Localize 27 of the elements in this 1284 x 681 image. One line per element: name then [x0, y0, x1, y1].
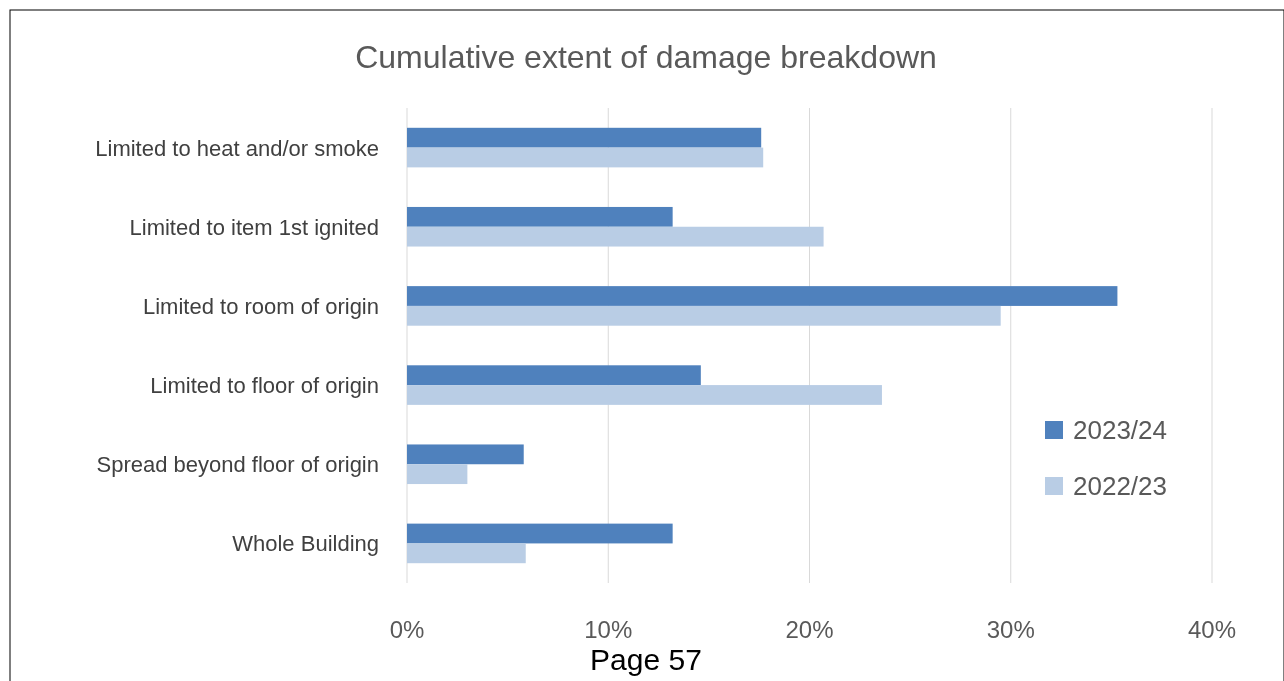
- bar: [407, 226, 824, 247]
- x-tick-label: 10%: [584, 616, 633, 643]
- y-tick-label: Spread beyond floor of origin: [96, 452, 379, 478]
- bar: [407, 464, 468, 485]
- x-tick-label: 40%: [1187, 616, 1237, 643]
- y-tick-label: Limited to room of origin: [143, 293, 379, 319]
- bar: [407, 127, 762, 148]
- y-tick-label: Limited to item 1st ignited: [129, 214, 379, 240]
- bar: [407, 147, 764, 168]
- y-tick-label: Limited to floor of origin: [150, 373, 379, 399]
- bar: [407, 543, 526, 564]
- y-tick-label: Limited to heat and/or smoke: [95, 135, 379, 161]
- x-tick-label: 0%: [389, 616, 425, 643]
- bar: [407, 444, 524, 465]
- bar: [407, 385, 882, 405]
- bar: [407, 286, 1118, 306]
- text: Page 57: [590, 643, 702, 676]
- x-tick-label: 30%: [986, 616, 1035, 643]
- legend-label: 2023/24: [1073, 415, 1167, 445]
- bar: [407, 365, 701, 386]
- y-tick-label: Whole Building: [232, 531, 379, 557]
- bar: [407, 305, 1001, 326]
- legend-label: 2022/23: [1073, 471, 1167, 501]
- chart-title: Cumulative extent of damage breakdown: [355, 39, 937, 75]
- bar: [407, 523, 673, 544]
- x-tick-label: 20%: [785, 616, 834, 643]
- bar: [407, 206, 673, 227]
